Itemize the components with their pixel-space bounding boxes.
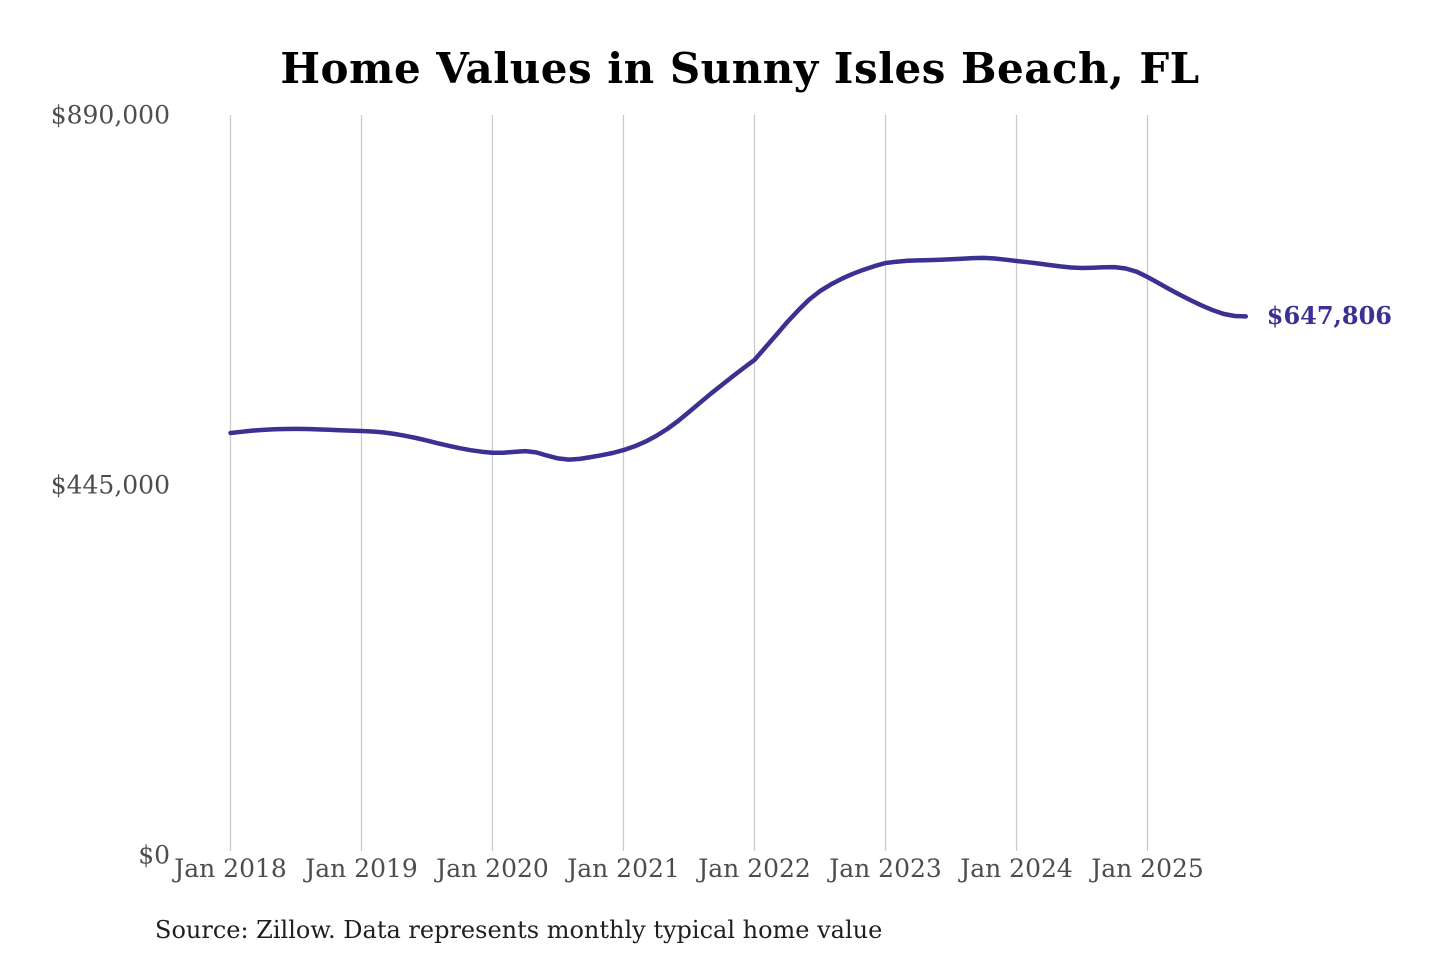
- last-value-label: $647,806: [1266, 301, 1392, 331]
- x-tick-label: Jan 2022: [698, 854, 811, 883]
- x-tick-label: Jan 2019: [305, 854, 418, 883]
- trend-line: [228, 255, 1249, 462]
- y-tick-label: $890,000: [50, 100, 170, 130]
- x-tick-label: Jan 2024: [960, 854, 1073, 883]
- y-tick-label: $445,000: [50, 470, 170, 500]
- x-tick-label: Jan 2021: [567, 854, 680, 883]
- x-tick-label: Jan 2020: [436, 854, 549, 883]
- y-tick-label: $0: [138, 840, 170, 870]
- x-tick-label: Jan 2023: [829, 854, 942, 883]
- chart-title: Home Values in Sunny Isles Beach, FL: [280, 44, 1200, 93]
- x-tick-label: Jan 2025: [1091, 854, 1204, 883]
- x-tick-label: Jan 2018: [174, 854, 287, 883]
- source-note: Source: Zillow. Data represents monthly …: [155, 916, 883, 944]
